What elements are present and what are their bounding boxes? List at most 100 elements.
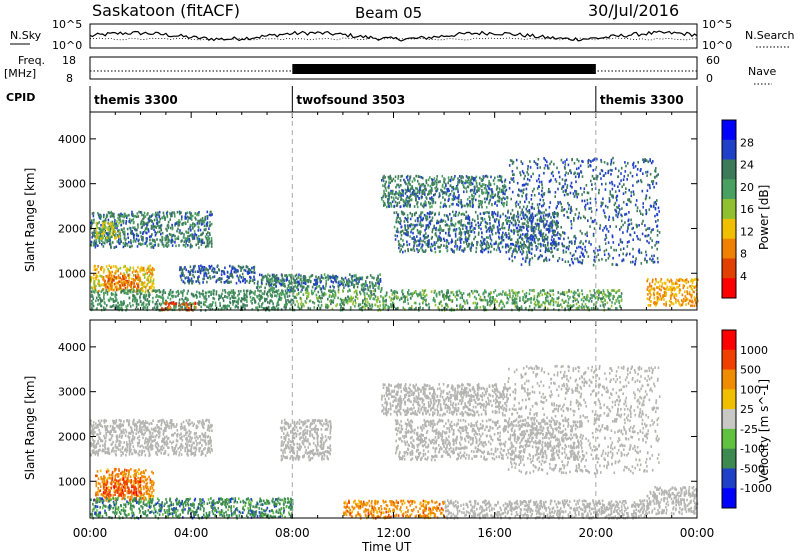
heatmap-cell	[192, 214, 194, 218]
heatmap-cell	[219, 304, 221, 307]
heatmap-cell	[110, 288, 112, 291]
heatmap-cell	[168, 290, 171, 294]
heatmap-cell	[107, 286, 110, 290]
heatmap-cell	[165, 238, 168, 241]
heatmap-cell	[126, 288, 129, 292]
heatmap-cell	[197, 219, 199, 223]
heatmap-cell	[106, 240, 108, 244]
heatmap-cell	[423, 202, 426, 206]
heatmap-cell	[114, 219, 116, 222]
heatmap-cell	[385, 303, 388, 307]
heatmap-cell	[107, 233, 109, 237]
heatmap-cell	[150, 224, 153, 228]
heatmap-cell	[326, 304, 329, 307]
heatmap-cell	[404, 296, 406, 299]
heatmap-cell	[291, 288, 293, 291]
heatmap-cell	[475, 182, 478, 185]
heatmap-cell	[128, 240, 130, 244]
heatmap-cell	[511, 302, 514, 305]
heatmap-cell	[472, 197, 475, 200]
heatmap-cell	[146, 272, 148, 275]
heatmap-cell	[221, 292, 223, 296]
heatmap-cell	[347, 282, 350, 285]
heatmap-cell	[463, 213, 466, 216]
heatmap-cell	[470, 290, 473, 293]
heatmap-cell	[91, 306, 93, 309]
heatmap-cell	[91, 222, 94, 225]
heatmap-cell	[196, 290, 198, 294]
heatmap-cell	[505, 291, 507, 294]
heatmap-cell	[131, 244, 133, 248]
heatmap-cell	[188, 280, 191, 283]
heatmap-cell	[155, 217, 158, 220]
heatmap-cell	[204, 303, 206, 307]
heatmap-cell	[100, 223, 102, 227]
heatmap-cell	[269, 292, 272, 296]
heatmap-cell	[355, 276, 358, 280]
heatmap-cell	[119, 242, 121, 245]
heatmap-cell	[132, 294, 135, 297]
heatmap-cell	[333, 275, 336, 278]
heatmap-cell	[374, 288, 376, 291]
heatmap-cell	[563, 291, 566, 294]
heatmap-cell	[406, 218, 408, 221]
heatmap-cell	[396, 204, 399, 207]
heatmap-cell	[198, 303, 200, 306]
heatmap-cell	[420, 202, 422, 205]
heatmap-cell	[381, 179, 383, 182]
heatmap-cell	[421, 183, 423, 187]
heatmap-cell	[482, 292, 484, 296]
heatmap-cell	[177, 289, 179, 293]
heatmap-cell	[577, 289, 579, 292]
heatmap-cell	[245, 265, 248, 268]
heatmap-cell	[219, 277, 222, 280]
heatmap-cell	[117, 274, 120, 277]
heatmap-cell	[122, 242, 125, 245]
heatmap-cell	[218, 294, 220, 297]
heatmap-cell	[563, 293, 566, 296]
heatmap-cell	[498, 237, 501, 240]
heatmap-cell	[143, 305, 146, 309]
heatmap-cell	[606, 289, 609, 292]
heatmap-cell	[556, 233, 558, 237]
heatmap-cell	[426, 216, 429, 220]
heatmap-cell	[502, 188, 504, 191]
heatmap-cell	[481, 235, 483, 239]
heatmap-cell	[198, 282, 201, 285]
heatmap-cell	[393, 297, 395, 300]
heatmap-cell	[373, 284, 375, 288]
heatmap-cell	[107, 218, 110, 222]
heatmap-cell	[115, 222, 118, 225]
heatmap-cell	[205, 291, 208, 295]
heatmap-cell	[209, 224, 212, 227]
heatmap-cell	[578, 292, 581, 295]
heatmap-cell	[466, 202, 468, 206]
heatmap-cell	[534, 222, 537, 226]
heatmap-cell	[506, 293, 508, 297]
heatmap-cell	[476, 243, 478, 247]
heatmap-cell	[331, 275, 333, 279]
heatmap-cell	[142, 285, 144, 289]
heatmap-cell	[114, 236, 116, 240]
heatmap-cell	[333, 286, 335, 289]
heatmap-cell	[192, 273, 194, 277]
heatmap-cell	[171, 227, 174, 231]
heatmap-cell	[498, 293, 500, 296]
heatmap-cell	[438, 246, 440, 249]
heatmap-cell	[450, 291, 452, 294]
heatmap-cell	[162, 211, 165, 215]
heatmap-cell	[273, 287, 276, 290]
heatmap-cell	[112, 304, 114, 308]
heatmap-cell	[98, 280, 100, 283]
heatmap-cell	[128, 273, 131, 276]
heatmap-cell	[425, 299, 427, 303]
heatmap-cell	[193, 305, 196, 309]
heatmap-cell	[187, 244, 189, 247]
heatmap-cell	[463, 247, 466, 250]
heatmap-cell	[281, 274, 283, 277]
heatmap-cell	[311, 285, 314, 289]
heatmap-cell	[200, 268, 202, 271]
heatmap-cell	[96, 224, 98, 227]
heatmap-cell	[119, 237, 122, 241]
